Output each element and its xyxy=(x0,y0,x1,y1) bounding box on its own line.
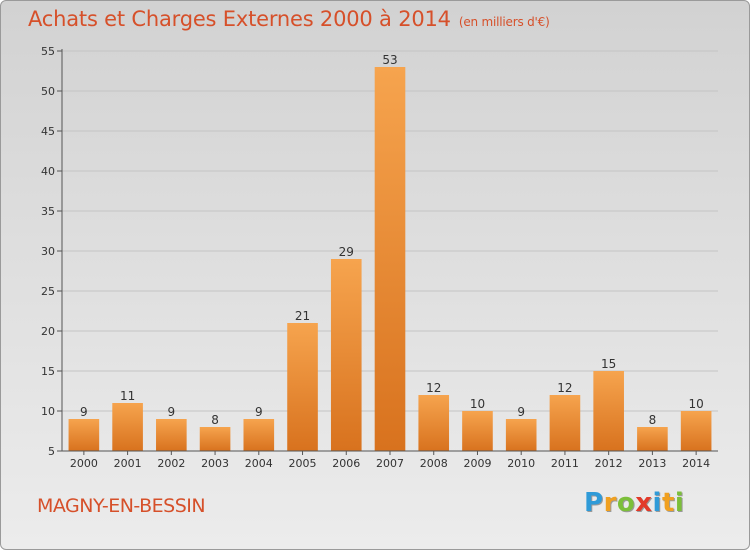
x-tick-label: 2008 xyxy=(420,457,448,470)
logo-letter: t xyxy=(661,488,675,518)
chart-unit-note: (en milliers d'€) xyxy=(458,15,550,29)
y-tick-label: 5 xyxy=(48,445,55,458)
x-tick-label: 2005 xyxy=(289,457,317,470)
x-tick-label: 2003 xyxy=(201,457,229,470)
chart-title: Achats et Charges Externes 2000 à 2014 xyxy=(28,7,451,31)
logo-letter: r xyxy=(603,488,617,518)
bar-value-label: 12 xyxy=(426,381,441,395)
bar-value-label: 29 xyxy=(339,245,354,259)
logo-letter: i xyxy=(652,488,662,518)
logo-letter: x xyxy=(635,488,653,518)
bar-value-label: 9 xyxy=(517,405,525,419)
y-tick-label: 50 xyxy=(41,85,55,98)
bar-value-label: 53 xyxy=(382,53,397,67)
bar-value-label: 10 xyxy=(470,397,485,411)
bar xyxy=(243,419,275,451)
bar-value-label: 9 xyxy=(168,405,176,419)
x-tick-label: 2004 xyxy=(245,457,273,470)
x-tick-label: 2009 xyxy=(463,457,491,470)
x-tick-label: 2007 xyxy=(376,457,404,470)
bar xyxy=(462,411,493,451)
bar-value-label: 10 xyxy=(688,397,703,411)
x-tick-label: 2000 xyxy=(70,457,98,470)
bar-value-label: 8 xyxy=(211,413,219,427)
x-tick-label: 2002 xyxy=(157,457,185,470)
x-tick-label: 2014 xyxy=(682,457,710,470)
x-tick-label: 2006 xyxy=(332,457,360,470)
proxiti-logo: Proxiti xyxy=(584,488,684,518)
y-tick-label: 45 xyxy=(41,125,55,138)
bar xyxy=(199,427,231,451)
y-tick-label: 25 xyxy=(41,285,55,298)
logo-letter: P xyxy=(584,488,604,518)
x-tick-label: 2012 xyxy=(595,457,623,470)
x-tick-label: 2011 xyxy=(551,457,579,470)
y-tick-label: 30 xyxy=(41,245,55,258)
bar-value-label: 8 xyxy=(649,413,657,427)
y-tick-label: 40 xyxy=(41,165,55,178)
x-tick-label: 2001 xyxy=(114,457,142,470)
chart-title-line: Achats et Charges Externes 2000 à 2014 (e… xyxy=(28,7,550,31)
x-tick-label: 2010 xyxy=(507,457,535,470)
bar xyxy=(156,419,187,451)
y-tick-label: 15 xyxy=(41,365,55,378)
bar-value-label: 9 xyxy=(80,405,88,419)
bar xyxy=(637,427,668,451)
logo-letter: i xyxy=(674,488,685,518)
x-tick-label: 2013 xyxy=(638,457,666,470)
bar xyxy=(374,67,406,451)
bar-value-label: 15 xyxy=(601,357,616,371)
y-tick-label: 20 xyxy=(41,325,55,338)
town-name: MAGNY-EN-BESSIN xyxy=(37,495,206,517)
y-tick-label: 10 xyxy=(41,405,55,418)
bar-value-label: 21 xyxy=(295,309,310,323)
logo-letter: o xyxy=(616,488,636,518)
bar-value-label: 12 xyxy=(557,381,572,395)
bar xyxy=(330,259,362,451)
bar xyxy=(287,323,318,451)
bar xyxy=(418,395,450,451)
bar-value-label: 11 xyxy=(120,389,135,403)
y-tick-label: 35 xyxy=(41,205,55,218)
bar xyxy=(680,411,712,451)
bar xyxy=(549,395,581,451)
bar xyxy=(68,419,100,451)
bar xyxy=(112,403,143,451)
bar xyxy=(505,419,537,451)
y-tick-label: 55 xyxy=(41,45,55,58)
bar-value-label: 9 xyxy=(255,405,263,419)
bar xyxy=(593,371,624,451)
